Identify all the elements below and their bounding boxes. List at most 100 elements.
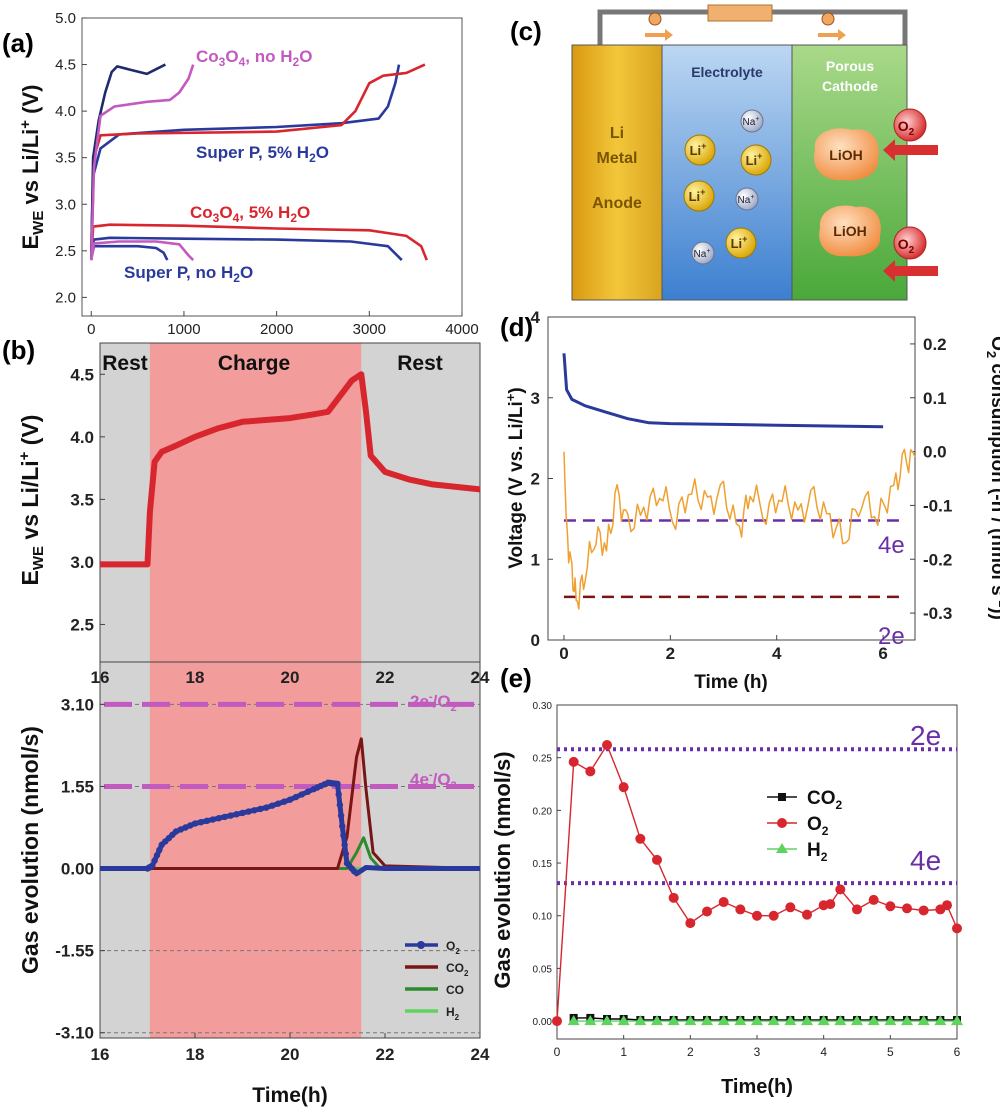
panel-e-chart: 0 1 2 3 4 5 6 0.00 0.05 0.10 0.15 0.20 0.25 0.30 Gas … [490, 701, 963, 1098]
e-h2-marker [851, 1015, 863, 1026]
e-series-line-o2 [556, 743, 958, 1022]
e-h2-marker [651, 1015, 663, 1026]
e-h2-marker [884, 1015, 897, 1026]
e-xtick-label: 4 [820, 1045, 827, 1059]
e-o2-marker [902, 903, 912, 914]
b-o2-marker [151, 857, 158, 864]
panel-d-y2label: O2 consumption (-n / (nmol s-1)) [984, 336, 1000, 620]
e-o2-marker [618, 782, 629, 793]
b-legend-marker [417, 941, 425, 949]
c-anode-line-1: Li [610, 125, 624, 142]
c-li-ion [683, 180, 715, 212]
e-o2-marker [602, 740, 612, 751]
c-oxygen-bubble-2 [893, 226, 927, 260]
panel-d-chart: 0 2 4 6 0 1 2 3 4 0.2 0.1 0.0 -0.1 -0.2 -0.3 Voltage (… [503, 308, 1000, 693]
e-xtick-label: 5 [887, 1045, 894, 1059]
e-ytick-label: 0.15 [533, 859, 553, 870]
e-o2-marker [918, 905, 929, 916]
e-legend-marker [777, 818, 787, 828]
e-o2-marker [752, 910, 762, 921]
a-ytick-label: 2.0 [55, 289, 76, 306]
e-h2-marker [717, 1015, 730, 1026]
e-h2-marker [934, 1015, 947, 1026]
b-o2-marker [337, 812, 345, 819]
panel-a-ylabel: EWE vs Li/Li+ (V) [17, 85, 47, 250]
b-o2-marker [336, 801, 344, 809]
e-o2-marker [768, 910, 779, 921]
d-y2tick-label: 0.1 [923, 389, 947, 408]
panel-label-d: (d) [500, 312, 533, 342]
d-ytick-label: 2 [531, 470, 540, 489]
b-o2-marker [257, 805, 264, 813]
a-annot-co3o4-5h2o: Co3O4, 5% H2O [190, 203, 310, 225]
b-o2-marker [286, 796, 294, 803]
c-lioh-particle-2 [819, 205, 881, 257]
d-ytick-label: 3 [531, 389, 540, 408]
d-y2tick-label: 0.0 [923, 443, 947, 462]
e-ref-label-2e: 2e [910, 720, 941, 751]
b-o2-marker [221, 813, 228, 821]
c-na-ion-label: Na+ [694, 248, 711, 260]
b-top-ytick-label: 3.5 [70, 490, 94, 509]
e-o2-marker [835, 884, 846, 895]
c-lioh-particle-1 [814, 128, 879, 181]
e-o2-marker [635, 833, 646, 844]
panel-label-b: (b) [2, 335, 35, 365]
b-region-rest-2: Rest [397, 352, 443, 375]
e-o2-marker [885, 901, 896, 912]
a-ytick-label: 4.0 [55, 103, 76, 120]
d-y2tick-label: -0.1 [923, 496, 952, 515]
c-li-ion [725, 227, 757, 259]
b-bottom-ytick-label: 3.10 [61, 695, 94, 714]
b-o2-marker [340, 832, 347, 839]
a-xtick-label: 2000 [260, 321, 293, 338]
b-top-xtick-label: 20 [281, 668, 300, 687]
b-o2-marker [350, 867, 358, 875]
e-ytick-label: 0.20 [533, 806, 553, 817]
d-xtick-label: 6 [878, 644, 887, 663]
a-ytick-label: 5.0 [55, 10, 76, 27]
e-legend-label: CO2 [807, 788, 843, 812]
panel-d-ylabel: Voltage (V vs. Li/Li+) [503, 387, 527, 568]
c-cathode-line-2: Cathode [822, 78, 878, 94]
a-annot-co3o4-noh2o: Co3O4, no H2O [196, 47, 312, 69]
e-o2-marker [825, 899, 836, 910]
c-electron-right [821, 12, 835, 26]
panel-e-frame [556, 704, 958, 1040]
e-o2-marker [718, 897, 729, 908]
e-h2-marker [617, 1015, 630, 1026]
b-top-ytick-label: 4.0 [70, 428, 94, 447]
a-annot-superp-5h2o: Super P, 5% H2O [196, 143, 329, 165]
e-o2-marker [735, 904, 746, 915]
d-series-line-left [562, 353, 884, 429]
e-o2-marker [685, 918, 696, 929]
e-h2-marker [667, 1015, 680, 1026]
e-ytick-label: 0.25 [533, 754, 553, 765]
b-o2-marker [280, 798, 288, 805]
e-h2-marker [567, 1015, 580, 1026]
e-xtick-label: 3 [754, 1045, 761, 1059]
e-xtick-label: 1 [620, 1045, 627, 1059]
e-h2-marker [901, 1015, 913, 1026]
e-o2-marker [868, 894, 879, 905]
b-legend-label: CO [446, 983, 464, 997]
a-xtick-label: 4000 [445, 321, 478, 338]
b-bottom-ytick-label: 0.00 [61, 860, 94, 879]
e-ytick-label: 0.05 [533, 964, 553, 975]
d-ref-label-2e: 2e [878, 623, 905, 650]
panel-e-ylabel: Gas evolution (nmol/s) [490, 751, 515, 988]
b-o2-marker [153, 852, 161, 859]
e-h2-marker [784, 1015, 797, 1026]
e-ytick-label: 0.30 [533, 701, 553, 712]
b-o2-marker [274, 800, 282, 807]
e-xtick-label: 6 [954, 1045, 961, 1059]
b-top-voltage-line [100, 371, 481, 568]
c-na-ion [740, 109, 764, 133]
panel-d-xlabel: Time (h) [694, 672, 768, 693]
d-y2tick-label: 0.2 [923, 335, 947, 354]
e-ref-label-4e: 4e [910, 845, 941, 876]
b-top-xtick-label: 22 [376, 668, 395, 687]
b-region-charge: Charge [218, 352, 290, 375]
